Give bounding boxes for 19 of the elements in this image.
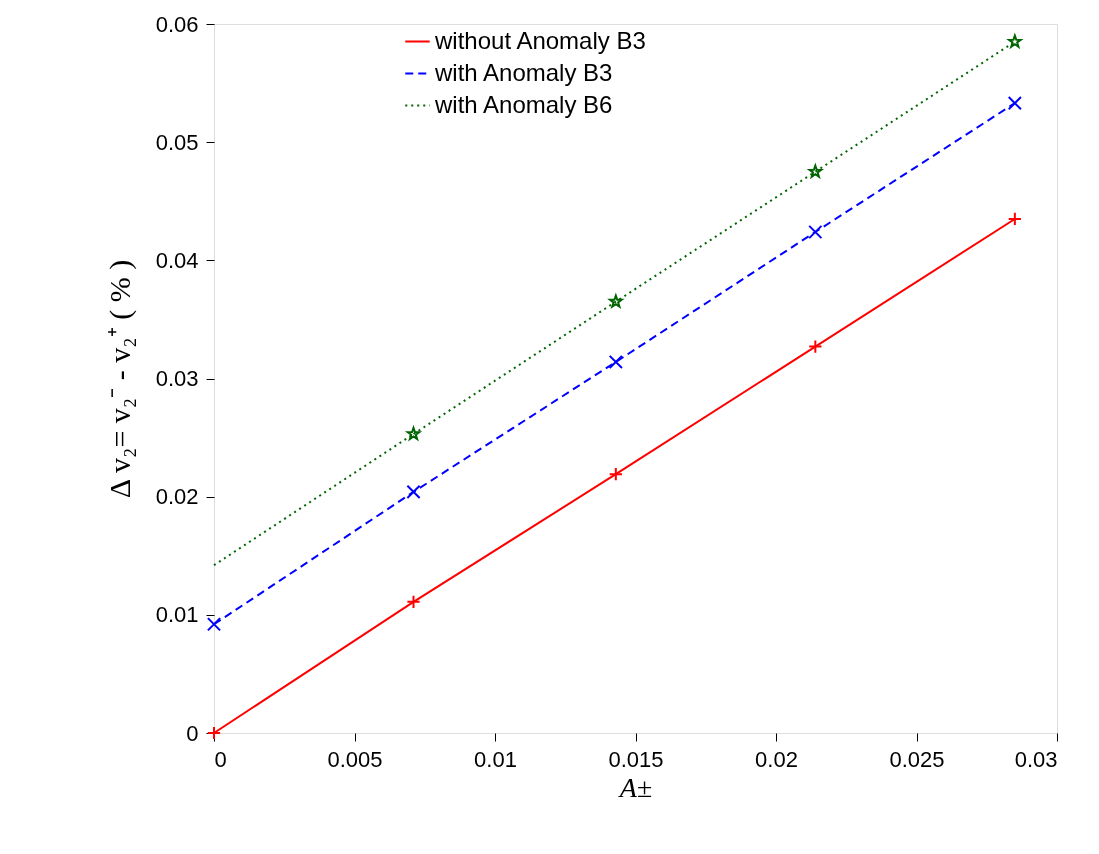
y-tick-label: 0.01 bbox=[155, 602, 199, 628]
y-axis-title: Δ v₂= v₂⁻ - v₂⁺ ( % ) bbox=[102, 259, 137, 499]
x-tick-label: 0.02 bbox=[755, 746, 798, 772]
legend-label: without Anomaly B3 bbox=[434, 26, 646, 54]
x-tick-label: 0.01 bbox=[474, 746, 517, 772]
x-tick-label: 0.015 bbox=[608, 746, 664, 772]
y-tick-label: 0.03 bbox=[155, 366, 199, 391]
x-tick-label: 0.03 bbox=[1014, 746, 1058, 772]
legend-label: with Anomaly B3 bbox=[434, 58, 613, 86]
x-tick-label: 0.005 bbox=[327, 746, 383, 772]
y-tick-label: 0.02 bbox=[155, 484, 199, 510]
x-tick-label: 0 bbox=[214, 746, 227, 772]
y-tick-label: 0 bbox=[186, 720, 199, 746]
x-tick-label: 0.025 bbox=[889, 746, 945, 772]
y-tick-label: 0.05 bbox=[155, 129, 199, 155]
legend-label: with Anomaly B6 bbox=[434, 90, 613, 118]
x-axis-title: A± bbox=[617, 771, 653, 803]
y-tick-label: 0.04 bbox=[155, 247, 199, 273]
y-tick-label: 0.06 bbox=[155, 11, 199, 37]
